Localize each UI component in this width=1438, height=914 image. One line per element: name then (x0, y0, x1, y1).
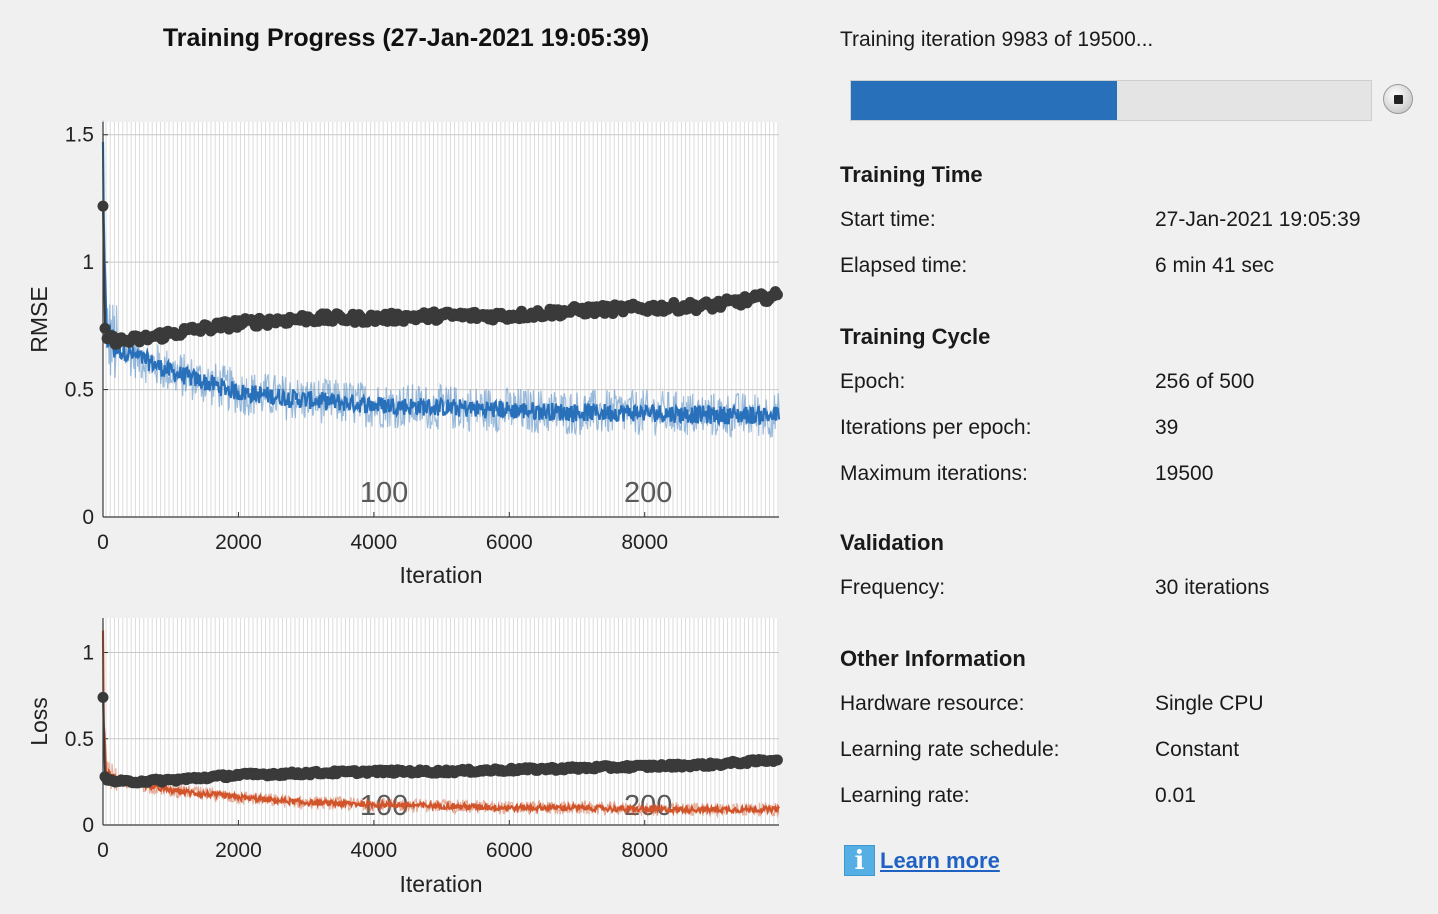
x-tick-label: 8000 (621, 839, 668, 862)
section-heading: Training Time (840, 162, 983, 187)
y-tick-label: 0.5 (65, 379, 94, 402)
progress-bar (850, 80, 1372, 121)
info-value: 0.01 (1155, 784, 1196, 807)
info-panel: Training iteration 9983 of 19500... Trai… (840, 0, 1438, 914)
section-heading: Other Information (840, 646, 1026, 671)
info-value: 30 iterations (1155, 576, 1270, 599)
info-value: Single CPU (1155, 692, 1264, 715)
y-axis-label: Loss (26, 697, 52, 746)
validation-point (771, 289, 783, 301)
learn-more-label: Learn more (880, 847, 1000, 873)
x-tick-label: 4000 (351, 839, 398, 862)
plot-title: Training Progress (27-Jan-2021 19:05:39) (162, 24, 650, 52)
info-label: Iterations per epoch: (840, 416, 1032, 439)
training-series-raw (102, 120, 780, 438)
info-value: 19500 (1155, 462, 1214, 485)
validation-point (771, 754, 783, 766)
y-axis-label: RMSE (26, 286, 52, 352)
epoch-grid (105, 618, 779, 825)
x-tick-label: 8000 (621, 531, 668, 554)
progress-bar-fill (851, 81, 1118, 120)
x-tick-label: 6000 (486, 839, 533, 862)
info-label: Hardware resource: (840, 692, 1025, 715)
info-label: Elapsed time: (840, 254, 968, 277)
info-value: 256 of 500 (1155, 370, 1255, 393)
info-value: 6 min 41 sec (1155, 254, 1275, 277)
epoch-label: 200 (624, 477, 672, 509)
training-series (101, 141, 781, 427)
y-tick-label: 0 (82, 506, 94, 529)
info-label: Maximum iterations: (840, 462, 1028, 485)
status-text: Training iteration 9983 of 19500... (840, 28, 1154, 51)
y-tick-label: 0.5 (65, 728, 94, 751)
info-value: Constant (1155, 738, 1240, 761)
epoch-label: 100 (360, 477, 408, 509)
stop-training-button[interactable] (1383, 84, 1413, 114)
y-tick-label: 0 (82, 814, 94, 837)
x-axis-label: Iteration (399, 871, 482, 897)
y-tick-label: 1 (82, 642, 94, 665)
y-tick-label: 1.5 (65, 124, 94, 147)
training-series (101, 630, 780, 817)
section-heading: Training Cycle (840, 324, 991, 349)
x-tick-label: 6000 (486, 531, 533, 554)
x-tick-label: 0 (97, 839, 109, 862)
x-tick-label: 0 (97, 531, 109, 554)
info-icon: i (844, 845, 875, 876)
stop-icon (1394, 95, 1403, 104)
info-value: 39 (1155, 416, 1179, 439)
x-tick-label: 4000 (351, 531, 398, 554)
x-axis-label: Iteration (399, 562, 482, 588)
x-tick-label: 2000 (215, 839, 262, 862)
training-series-raw (102, 622, 780, 819)
x-tick-label: 2000 (215, 531, 262, 554)
section-heading: Validation (840, 530, 944, 555)
info-label: Epoch: (840, 370, 906, 393)
info-label: Frequency: (840, 576, 946, 599)
y-tick-label: 1 (82, 251, 94, 274)
info-label: Learning rate: (840, 784, 970, 807)
info-value: 27-Jan-2021 19:05:39 (1155, 208, 1361, 231)
info-label: Learning rate schedule: (840, 738, 1060, 761)
info-label: Start time: (840, 208, 936, 231)
learn-more-link[interactable]: i Learn more (844, 845, 1000, 876)
